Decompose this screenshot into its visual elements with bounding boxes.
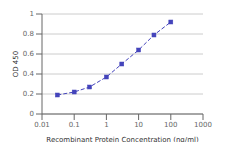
svg-text:Recombinant Protein Concentrat: Recombinant Protein Concentration (ng/ml… xyxy=(46,136,199,142)
svg-text:0.4: 0.4 xyxy=(23,70,35,78)
svg-text:1: 1 xyxy=(30,10,34,18)
svg-text:0.6: 0.6 xyxy=(23,50,35,58)
svg-text:1000: 1000 xyxy=(194,121,212,129)
svg-text:0.8: 0.8 xyxy=(23,30,34,38)
svg-text:0: 0 xyxy=(30,110,34,118)
svg-text:10: 10 xyxy=(134,121,143,129)
svg-text:0.1: 0.1 xyxy=(69,121,80,129)
svg-text:0.01: 0.01 xyxy=(34,121,50,129)
svg-text:100: 100 xyxy=(164,121,177,129)
svg-text:1: 1 xyxy=(104,121,108,129)
svg-text:0.2: 0.2 xyxy=(23,90,34,98)
svg-text:OD 450: OD 450 xyxy=(12,51,20,78)
